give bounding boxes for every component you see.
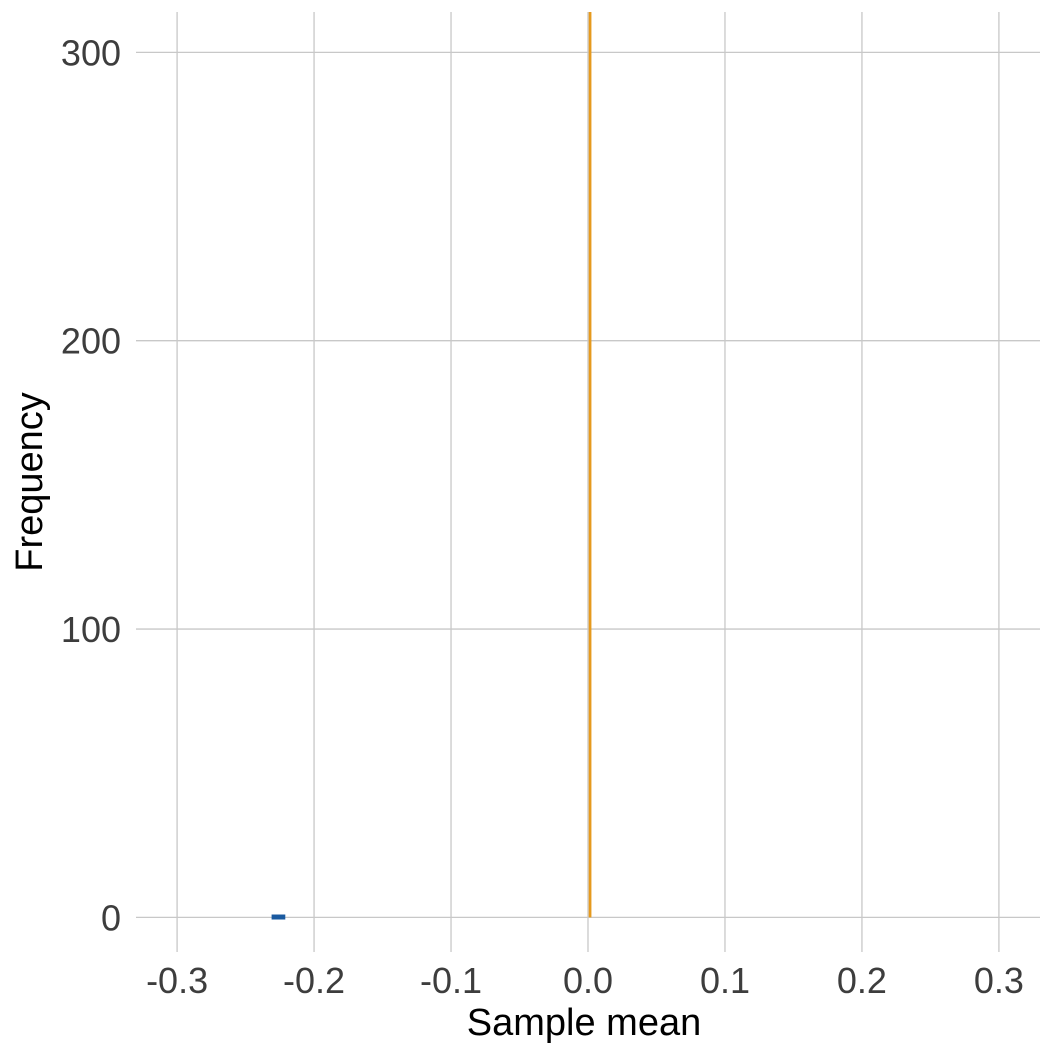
y-tick-label-0: 0 xyxy=(101,897,121,938)
y-tick-label-1: 100 xyxy=(61,609,121,650)
x-axis-title: Sample mean xyxy=(467,1002,701,1044)
x-tick-label-6: 0.3 xyxy=(974,960,1024,1001)
y-tick-label-2: 200 xyxy=(61,321,121,362)
histogram-bars xyxy=(271,12,592,920)
histogram-bar-0 xyxy=(271,914,286,920)
y-tick-label-3: 300 xyxy=(61,32,121,73)
grid-lines xyxy=(136,12,1040,952)
y-axis-title: Frequency xyxy=(9,392,51,572)
y-axis-ticks: 0 100 200 300 xyxy=(61,32,121,938)
x-tick-label-0: -0.3 xyxy=(146,960,208,1001)
x-axis-ticks: -0.3 -0.2 -0.1 0.0 0.1 0.2 0.3 xyxy=(146,960,1024,1001)
x-tick-label-5: 0.2 xyxy=(837,960,887,1001)
x-tick-label-3: 0.0 xyxy=(563,960,613,1001)
x-tick-label-2: -0.1 xyxy=(420,960,482,1001)
x-tick-label-1: -0.2 xyxy=(283,960,345,1001)
x-tick-label-4: 0.1 xyxy=(700,960,750,1001)
histogram-bar-1 xyxy=(588,12,592,918)
